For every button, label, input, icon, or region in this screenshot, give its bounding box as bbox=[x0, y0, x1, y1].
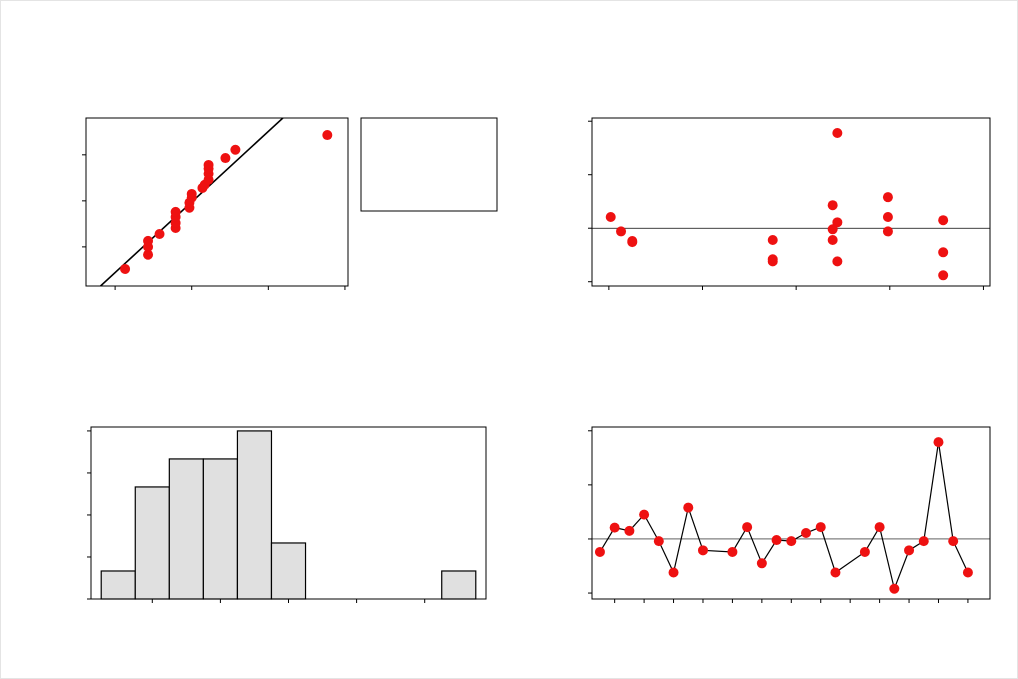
point bbox=[668, 567, 679, 578]
point bbox=[639, 509, 650, 520]
point bbox=[948, 536, 959, 547]
point bbox=[918, 536, 929, 547]
point bbox=[882, 211, 893, 222]
legend-box bbox=[360, 117, 498, 212]
point bbox=[786, 536, 797, 547]
point bbox=[616, 226, 627, 237]
point bbox=[727, 546, 738, 557]
point bbox=[933, 437, 944, 448]
point bbox=[605, 211, 616, 222]
bar bbox=[100, 570, 136, 600]
point bbox=[143, 249, 154, 260]
bar bbox=[168, 458, 204, 600]
point bbox=[767, 256, 778, 267]
point bbox=[756, 558, 767, 569]
point bbox=[827, 200, 838, 211]
bar bbox=[441, 570, 477, 600]
point bbox=[186, 188, 197, 199]
point bbox=[938, 247, 949, 258]
bar bbox=[270, 542, 307, 600]
plot-frame bbox=[591, 117, 991, 287]
point bbox=[815, 522, 826, 533]
point bbox=[653, 536, 664, 547]
point bbox=[859, 546, 870, 557]
point bbox=[827, 224, 838, 235]
point bbox=[683, 502, 694, 513]
point bbox=[742, 522, 753, 533]
point bbox=[120, 263, 131, 274]
point bbox=[889, 583, 900, 594]
point bbox=[170, 206, 181, 217]
point bbox=[874, 522, 885, 533]
point bbox=[938, 270, 949, 281]
point bbox=[882, 226, 893, 237]
point bbox=[904, 545, 915, 556]
point bbox=[771, 535, 782, 546]
point bbox=[801, 528, 812, 539]
point bbox=[203, 159, 214, 170]
point bbox=[154, 228, 165, 239]
plot-frame bbox=[85, 117, 349, 287]
point bbox=[832, 127, 843, 138]
point bbox=[697, 545, 708, 556]
plot-frame bbox=[591, 426, 991, 600]
point bbox=[143, 235, 154, 246]
bar bbox=[202, 458, 239, 600]
point bbox=[882, 192, 893, 203]
point bbox=[827, 234, 838, 245]
bar bbox=[236, 430, 273, 600]
point bbox=[624, 525, 635, 536]
point bbox=[594, 546, 605, 557]
point bbox=[230, 144, 241, 155]
point bbox=[938, 215, 949, 226]
point bbox=[830, 567, 841, 578]
point bbox=[767, 234, 778, 245]
bar bbox=[134, 486, 170, 600]
point bbox=[832, 256, 843, 267]
point bbox=[627, 237, 638, 248]
point bbox=[962, 567, 973, 578]
point bbox=[220, 153, 231, 164]
point bbox=[609, 522, 620, 533]
point bbox=[322, 130, 333, 141]
